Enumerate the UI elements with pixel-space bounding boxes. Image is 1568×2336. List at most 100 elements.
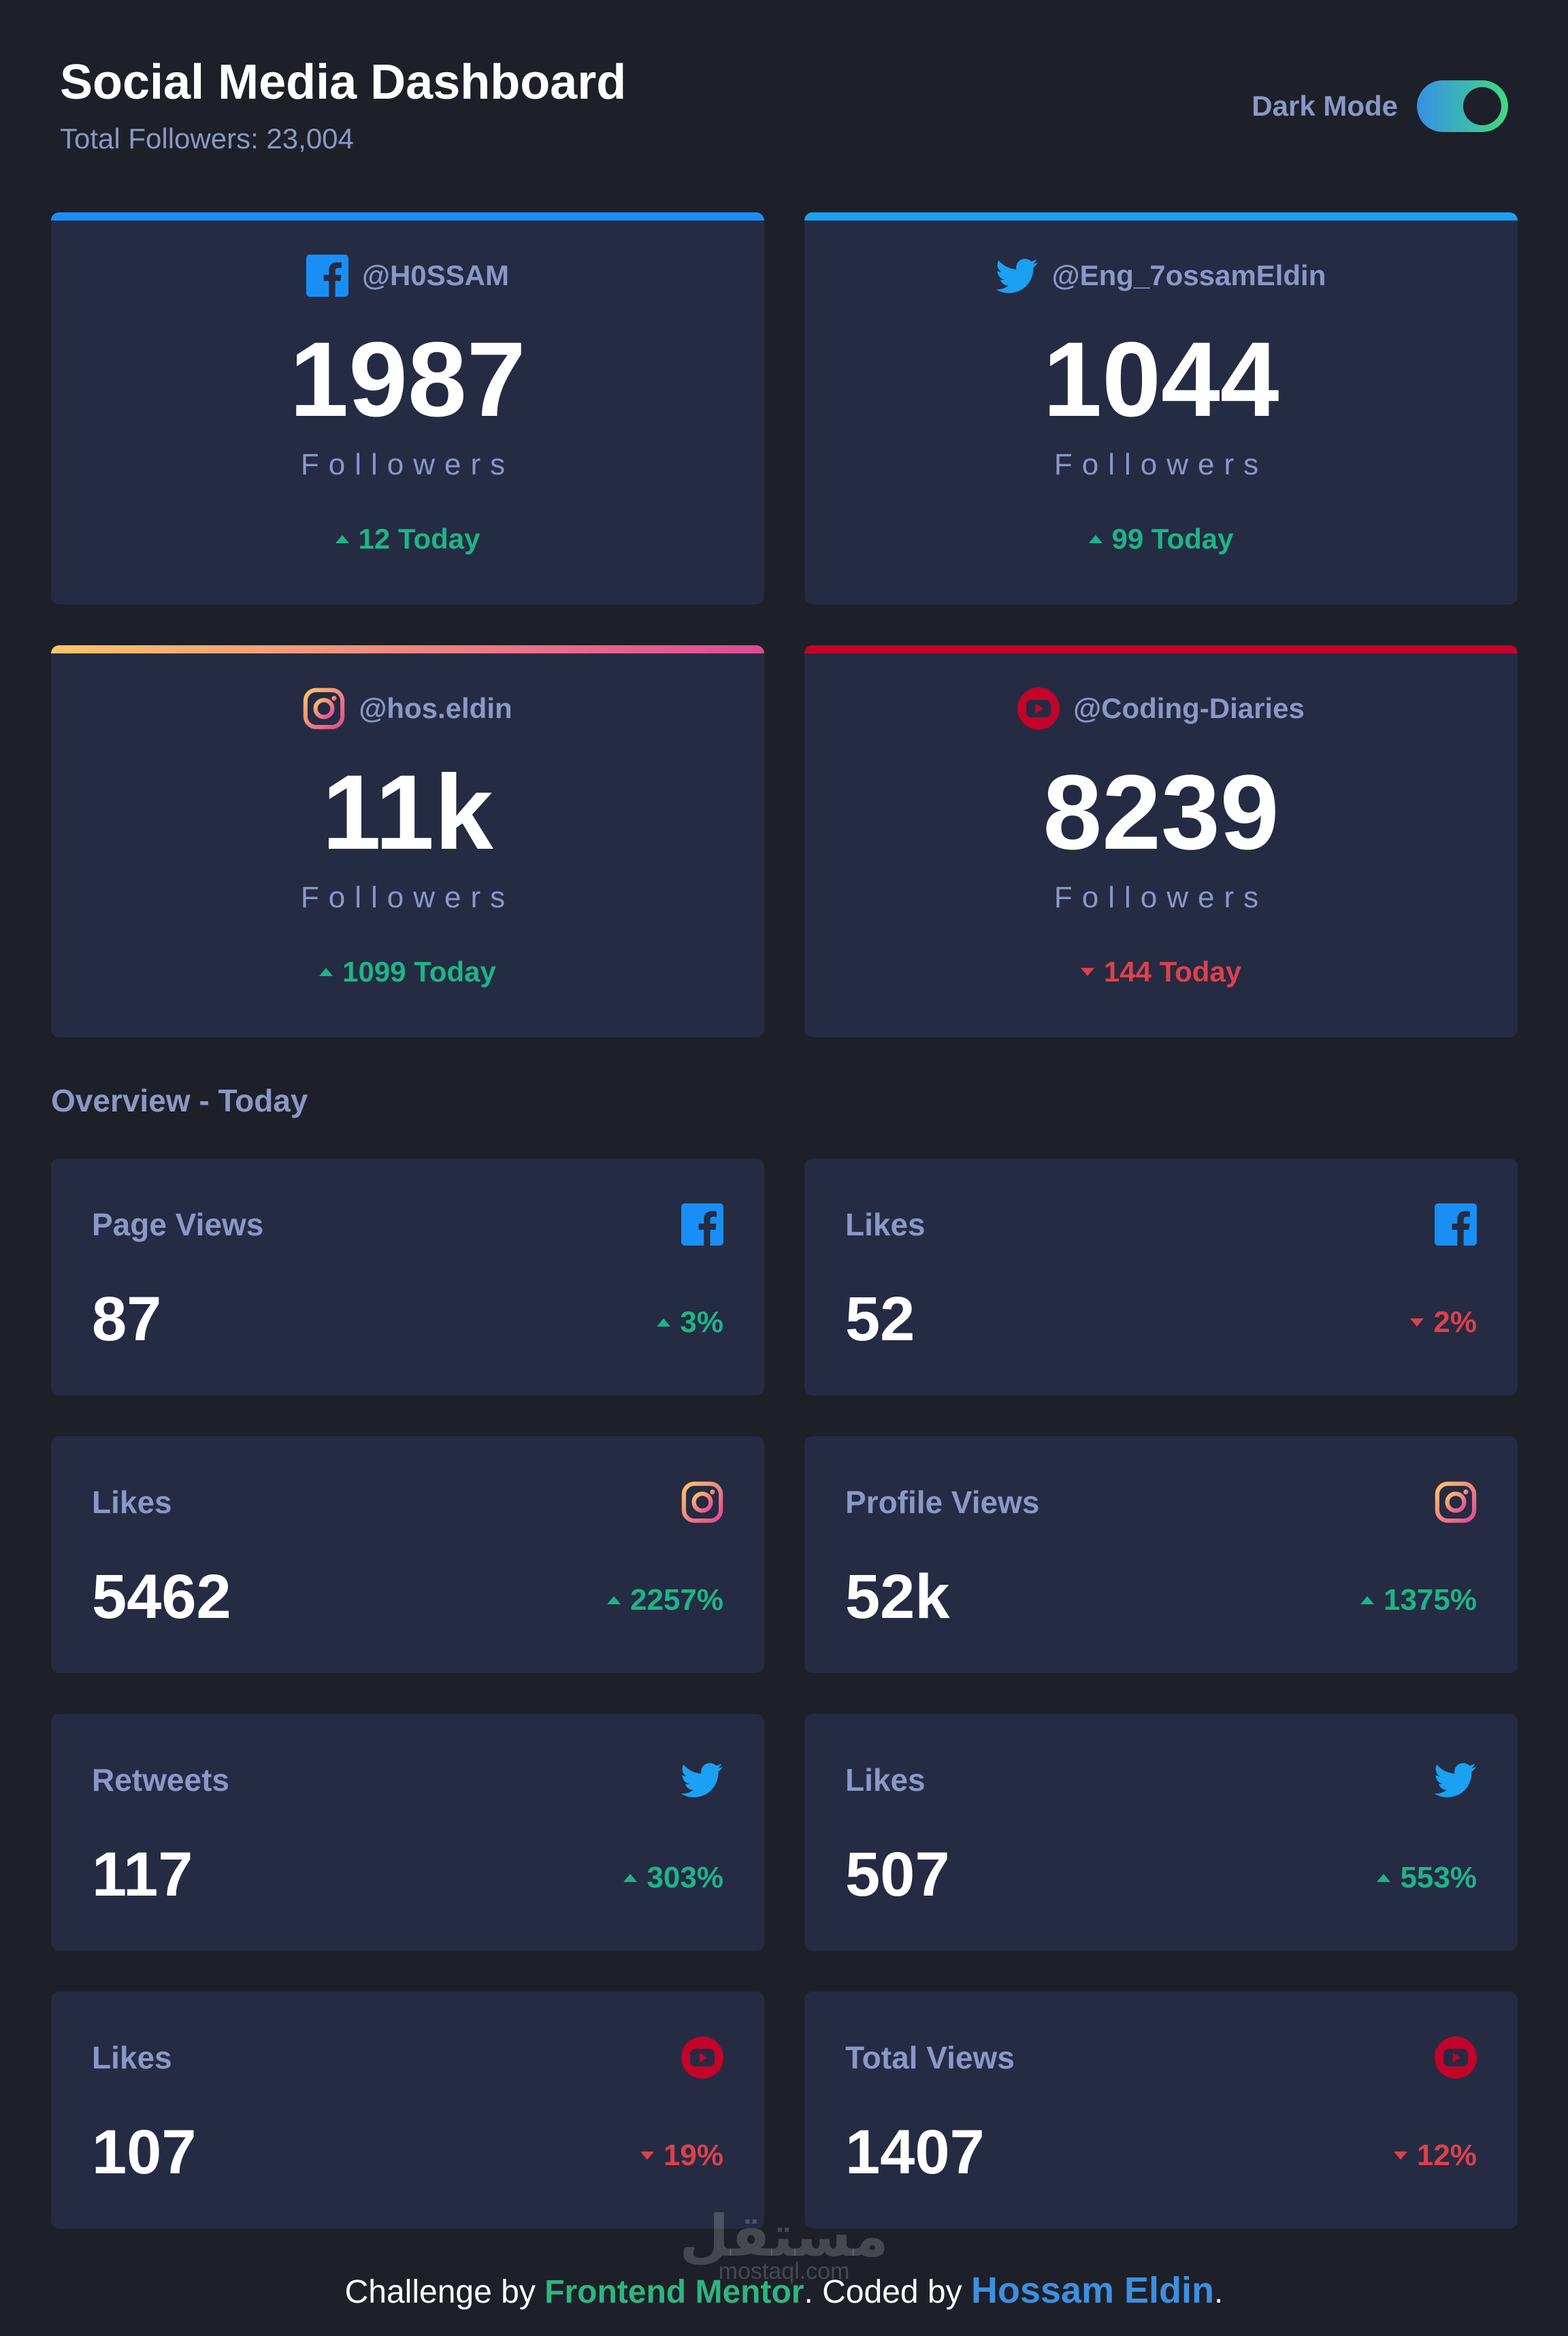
metric-change-value: 19%	[663, 2139, 723, 2172]
overview-card-ig-profile-views[interactable]: Profile Views 52k 1375%	[804, 1436, 1518, 1673]
toggle-knob	[1463, 87, 1501, 125]
metric-change: 1375%	[1360, 1583, 1477, 1617]
metric-change-value: 12%	[1416, 2139, 1477, 2172]
metric-value: 117	[92, 1840, 193, 1909]
follower-count: 11k	[322, 753, 493, 872]
card-accent-bar	[804, 212, 1518, 221]
metric-label: Likes	[92, 1485, 172, 1520]
overview-card-tw-retweets[interactable]: Retweets 117 303%	[51, 1714, 764, 1951]
today-change-value: 144 Today	[1103, 956, 1242, 988]
follower-count: 8239	[1043, 753, 1279, 872]
arrow-up-icon	[657, 1318, 671, 1327]
today-change-value: 12 Today	[358, 523, 480, 555]
overview-card-tw-likes[interactable]: Likes 507 553%	[804, 1714, 1518, 1951]
today-change: 99 Today	[804, 523, 1518, 555]
follower-count: 1987	[289, 321, 526, 439]
watermark-logo: مستقل	[679, 2204, 889, 2268]
metric-label: Total Views	[845, 2040, 1015, 2075]
today-change-value: 1099 Today	[342, 956, 496, 988]
overview-card-fb-likes[interactable]: Likes 52 2%	[804, 1158, 1518, 1395]
account-handle: @Coding-Diaries	[1073, 692, 1305, 724]
facebook-icon	[1435, 1203, 1477, 1246]
metric-value: 87	[92, 1284, 162, 1354]
author-link[interactable]: Hossam Eldin	[970, 2270, 1215, 2311]
follower-count: 1044	[1043, 321, 1279, 439]
metric-change-value: 3%	[680, 1305, 723, 1339]
card-accent-bar	[51, 212, 764, 221]
today-change-value: 99 Today	[1111, 523, 1234, 555]
today-change: 1099 Today	[51, 956, 764, 988]
facebook-icon	[681, 1203, 723, 1246]
arrow-down-icon	[1393, 2152, 1407, 2160]
twitter-icon	[1435, 1759, 1477, 1801]
follower-card-facebook[interactable]: @H0SSAM 1987 Followers 12 Today	[51, 212, 764, 604]
footer-prefix: Challenge by	[344, 2274, 545, 2310]
metric-value: 1407	[845, 2118, 985, 2187]
overview-card-fb-page-views[interactable]: Page Views 87 3%	[51, 1158, 764, 1395]
followers-label: Followers	[300, 448, 515, 481]
watermark-url: mostaql.com	[718, 2258, 850, 2284]
footer-suffix: .	[1214, 2274, 1224, 2310]
metric-label: Page Views	[92, 1207, 264, 1242]
metric-label: Likes	[845, 1207, 926, 1242]
metric-change: 2%	[1410, 1305, 1477, 1340]
followers-label: Followers	[300, 881, 515, 914]
arrow-up-icon	[1377, 1874, 1391, 1882]
arrow-up-icon	[1088, 535, 1102, 543]
metric-change: 553%	[1377, 1861, 1477, 1895]
instagram-icon	[1435, 1481, 1477, 1523]
arrow-down-icon	[1410, 1318, 1424, 1327]
footer-attribution: Challenge by Frontend Mentor. Coded by H…	[0, 2269, 1568, 2311]
overview-card-ig-likes[interactable]: Likes 5462 2257%	[51, 1436, 764, 1673]
twitter-icon	[681, 1759, 723, 1801]
metric-label: Likes	[845, 1762, 926, 1798]
youtube-icon	[1435, 2037, 1477, 2079]
arrow-down-icon	[1080, 968, 1094, 976]
metric-label: Likes	[92, 2040, 172, 2075]
youtube-icon	[1017, 687, 1060, 730]
follower-card-youtube[interactable]: @Coding-Diaries 8239 Followers 144 Today	[804, 645, 1518, 1037]
metric-label: Retweets	[92, 1762, 229, 1798]
metric-change-value: 303%	[647, 1861, 723, 1894]
metric-value: 5462	[92, 1562, 231, 1632]
follower-card-instagram[interactable]: @hos.eldin 11k Followers 1099 Today	[51, 645, 764, 1037]
account-handle: @H0SSAM	[362, 259, 509, 291]
metric-change: 2257%	[606, 1583, 723, 1617]
metric-change: 19%	[640, 2139, 723, 2173]
header: Social Media Dashboard Total Followers: …	[60, 54, 1508, 163]
follower-card-twitter[interactable]: @Eng_7ossamEldin 1044 Followers 99 Today	[804, 212, 1518, 604]
instagram-icon	[681, 1481, 723, 1523]
account-handle: @Eng_7ossamEldin	[1051, 259, 1326, 291]
overview-title: Overview - Today	[51, 1083, 308, 1118]
metric-value: 52	[845, 1284, 915, 1354]
account-handle: @hos.eldin	[359, 692, 512, 724]
metric-change: 12%	[1393, 2139, 1477, 2173]
followers-label: Followers	[1054, 448, 1269, 481]
card-accent-bar	[804, 645, 1518, 653]
dark-mode-toggle[interactable]	[1417, 80, 1508, 132]
overview-card-yt-likes[interactable]: Likes 107 19%	[51, 1992, 764, 2228]
metric-change-value: 1375%	[1383, 1583, 1477, 1617]
youtube-icon	[681, 2037, 723, 2079]
today-change: 12 Today	[51, 523, 764, 555]
arrow-down-icon	[640, 2152, 654, 2160]
arrow-up-icon	[623, 1874, 638, 1882]
followers-label: Followers	[1054, 881, 1269, 914]
facebook-icon	[306, 255, 348, 297]
metric-value: 52k	[845, 1562, 950, 1632]
frontend-mentor-link[interactable]: Frontend Mentor	[544, 2274, 804, 2310]
metric-change-value: 2%	[1433, 1305, 1477, 1339]
footer-middle: . Coded by	[804, 2274, 971, 2310]
arrow-up-icon	[606, 1596, 621, 1604]
total-followers: Total Followers: 23,004	[60, 123, 354, 155]
metric-change-value: 2257%	[630, 1583, 723, 1617]
metric-change: 3%	[657, 1305, 723, 1340]
dark-mode-label: Dark Mode	[1252, 90, 1398, 122]
metric-value: 507	[845, 1840, 950, 1909]
dark-mode-control: Dark Mode	[1252, 80, 1508, 132]
overview-card-yt-total-views[interactable]: Total Views 1407 12%	[804, 1992, 1518, 2228]
arrow-up-icon	[319, 968, 333, 976]
page-title: Social Media Dashboard	[60, 55, 627, 110]
arrow-up-icon	[1360, 1596, 1374, 1604]
